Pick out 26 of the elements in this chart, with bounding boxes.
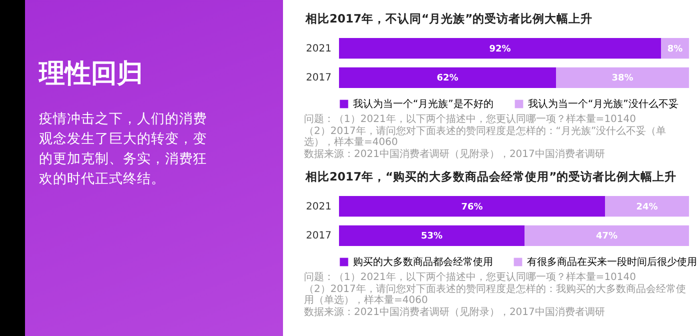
chart-title: 相比2017年，“购买的大多数商品会经常使用”的受访者比例大幅上升 (304, 170, 677, 184)
chart-title: 相比2017年，不认同“月光族”的受访者比例大幅上升 (304, 12, 593, 26)
source-note: 数据来源：2021中国消费者调研（见附录），2017中国消费者调研 (304, 306, 606, 318)
data-label: 92% (489, 44, 511, 54)
text: 问题：（1）2021年，以下两个描述中，您更认同哪一项？样本量=10140 (304, 114, 638, 126)
text: 问题：（1）2021年，以下两个描述中，您更认同哪一项？样本量=10140 (304, 272, 638, 284)
data-label: 47% (596, 232, 618, 242)
y-tick-label: 2021 (306, 201, 332, 212)
data-label: 62% (436, 74, 458, 84)
data-label: 8% (667, 44, 683, 54)
text: （2）2017年，请问您对下面表述的赞同程度是怎样的：“月光族”没什么不妥（单选），样本量=4060 (304, 126, 668, 148)
y-tick-label: 2017 (306, 72, 332, 84)
y-tick-label: 2021 (306, 43, 332, 54)
legend-label: 我认为当一个“月光族”是不好的 (353, 98, 494, 110)
y-tick-label: 2017 (306, 230, 332, 242)
text: 理性回归 (39, 58, 144, 91)
legend-label: 购买的大多数商品都会经常使用 (353, 256, 493, 268)
data-label: 76% (461, 202, 483, 212)
data-label: 24% (636, 202, 658, 212)
legend-label: 我认为当一个“月光族”没什么不妥 (528, 98, 678, 110)
legend-label: 有很多商品在买来一段时间后很少使用 (527, 256, 697, 268)
data-label: 38% (612, 74, 634, 84)
source-note: 数据来源：2021中国消费者调研（见附录），2017中国消费者调研 (304, 148, 606, 160)
text: 疫情冲击之下，人们的消费观念发生了巨大的转变，变的更加克制、务实，消费狂欢的时代正式终结。 (39, 110, 208, 189)
data-label: 53% (420, 232, 443, 242)
text: （2）2017年，请问您对下面表述的赞同程度是怎样的：我购买的大多数商品会经常使用（单选），样本量=4060 (304, 284, 687, 306)
